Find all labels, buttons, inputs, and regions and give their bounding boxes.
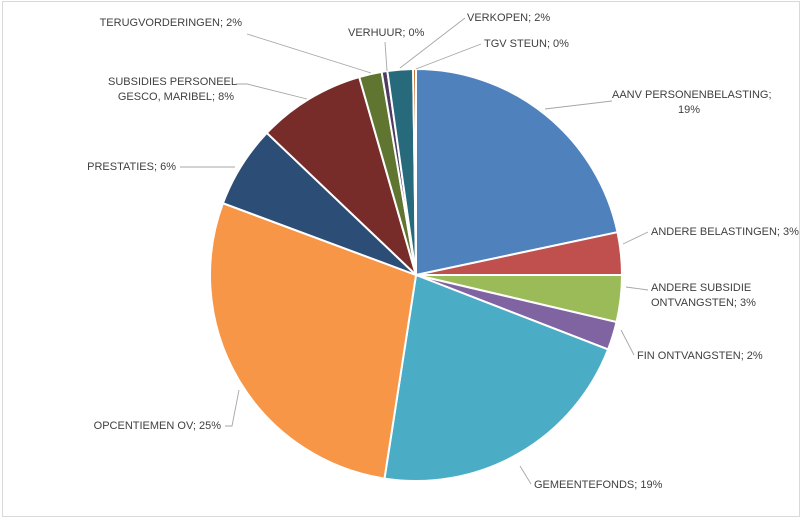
data-label-andere-belastingen: ANDERE BELASTINGEN; 3% (651, 226, 799, 238)
leader-line-verkopen (399, 17, 466, 69)
data-labels: AANV PERSONENBELASTING; 19% ANDERE BELASTI… (87, 12, 799, 491)
leader-line-fin-ontvangsten (620, 329, 635, 356)
pie-slices (209, 67, 623, 482)
data-label-aanv-personenbelasting: AANV PERSONENBELASTING; (612, 89, 772, 101)
data-label-terugvorderingen: TERUGVORDERINGEN; 2% (100, 17, 243, 29)
data-label-aanv-personenbelasting-line2: 19% (678, 104, 700, 116)
data-label-gemeentefonds: GEMEENTEFONDS; 19% (534, 479, 663, 491)
data-label-tgv-steun: TGV STEUN; 0% (484, 38, 569, 50)
leader-line-verhuur (384, 41, 388, 72)
leader-line-aanv-personenbelasting (544, 100, 613, 110)
data-label-prestaties: PRESTATIES; 6% (87, 161, 176, 173)
data-label-subsidies-personeel-gesco-maribel: SUBSIDIES PERSONEEL (108, 76, 237, 88)
data-label-andere-subsidie-ontvangsten-line2: ONTVANGSTEN; 3% (651, 297, 756, 309)
leader-line-subsidies-personeel-gesco-maribel (236, 83, 308, 100)
leader-line-opcentiemen-ov (225, 389, 240, 427)
data-label-verhuur: VERHUUR; 0% (348, 27, 425, 39)
leader-line-tgv-steun (415, 43, 482, 70)
pie-slice-gemeentefonds (383, 274, 610, 482)
pie-slice-tgv-steun (412, 67, 417, 276)
data-label-verkopen: VERKOPEN; 2% (467, 12, 550, 24)
leader-line-gemeentefonds (519, 465, 532, 485)
pie-slice-aanv-personenbelasting (415, 68, 619, 276)
leader-line-andere-subsidie-ontvangsten (625, 286, 649, 291)
pie-slice-subsidies-personeel-gesco-maribel (265, 75, 417, 276)
data-label-fin-ontvangsten: FIN ONTVANGSTEN; 2% (637, 350, 763, 362)
data-label-andere-subsidie-ontvangsten: ANDERE SUBSIDIE (651, 282, 751, 294)
data-label-subsidies-personeel-gesco-maribel-line2: GESCO, MARIBEL; 8% (118, 91, 234, 103)
leader-line-terugvorderingen (246, 33, 372, 74)
pie-slice-opcentiemen-ov (209, 202, 417, 480)
leader-line-andere-belastingen (622, 231, 649, 245)
data-label-opcentiemen-ov: OPCENTIEMEN OV; 25% (94, 420, 222, 432)
